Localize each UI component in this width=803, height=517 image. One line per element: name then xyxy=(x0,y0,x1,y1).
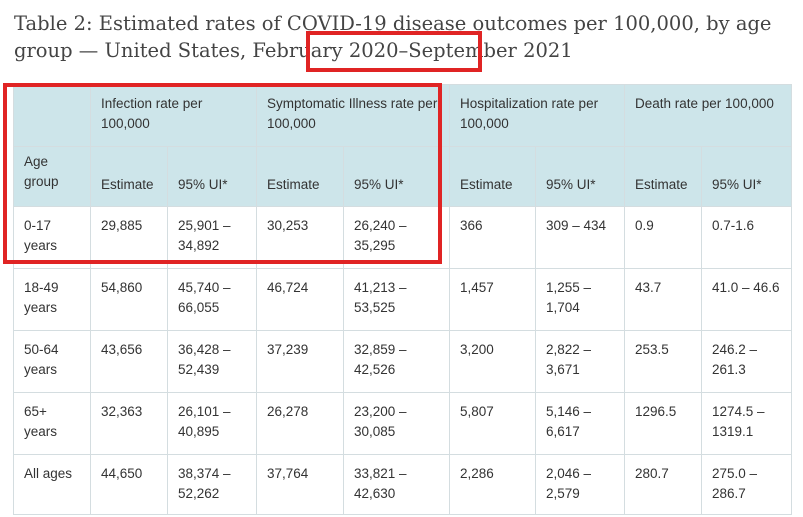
value-cell: 38,374 – 52,262 xyxy=(167,454,257,515)
table-row: 18-49 years 54,860 45,740 – 66,055 46,72… xyxy=(13,268,792,331)
value-cell: 0.7-1.6 xyxy=(701,206,792,269)
value-cell: 1,457 xyxy=(449,268,536,331)
age-cell: 65+ years xyxy=(13,392,91,455)
value-cell: 1296.5 xyxy=(624,392,702,455)
value-cell: 37,239 xyxy=(256,330,344,393)
value-cell: 29,885 xyxy=(90,206,168,269)
value-cell: 33,821 – 42,630 xyxy=(343,454,450,515)
value-cell: 3,200 xyxy=(449,330,536,393)
value-cell: 23,200 – 30,085 xyxy=(343,392,450,455)
value-cell: 32,859 – 42,526 xyxy=(343,330,450,393)
value-cell: 0.9 xyxy=(624,206,702,269)
header-symptomatic-rate: Symptomatic Illness rate per 100,000 xyxy=(256,84,450,147)
value-cell: 5,146 – 6,617 xyxy=(535,392,625,455)
value-cell: 26,278 xyxy=(256,392,344,455)
age-cell: 50-64 years xyxy=(13,330,91,393)
header-ui: 95% UI* xyxy=(535,146,625,207)
value-cell: 45,740 – 66,055 xyxy=(167,268,257,331)
header-row: Infection rate per 100,000 Symptomatic I… xyxy=(13,84,792,147)
header-infection-rate: Infection rate per 100,000 xyxy=(90,84,257,147)
age-cell: 0-17 years xyxy=(13,206,91,269)
header-corner xyxy=(13,84,91,147)
value-cell: 366 xyxy=(449,206,536,269)
table-row: 65+ years 32,363 26,101 – 40,895 26,278 … xyxy=(13,392,792,455)
header-estimate: Estimate xyxy=(449,146,536,207)
value-cell: 1274.5 – 1319.1 xyxy=(701,392,792,455)
value-cell: 37,764 xyxy=(256,454,344,515)
header-ui: 95% UI* xyxy=(167,146,257,207)
value-cell: 253.5 xyxy=(624,330,702,393)
value-cell: 275.0 – 286.7 xyxy=(701,454,792,515)
value-cell: 5,807 xyxy=(449,392,536,455)
value-cell: 26,240 – 35,295 xyxy=(343,206,450,269)
age-cell: 18-49 years xyxy=(13,268,91,331)
value-cell: 1,255 – 1,704 xyxy=(535,268,625,331)
value-cell: 46,724 xyxy=(256,268,344,331)
value-cell: 2,286 xyxy=(449,454,536,515)
age-cell: All ages xyxy=(13,454,91,515)
header-hospitalization-rate: Hospitalization rate per 100,000 xyxy=(449,84,625,147)
value-cell: 43.7 xyxy=(624,268,702,331)
value-cell: 280.7 xyxy=(624,454,702,515)
header-ui: 95% UI* xyxy=(343,146,450,207)
value-cell: 30,253 xyxy=(256,206,344,269)
value-cell: 44,650 xyxy=(90,454,168,515)
value-cell: 41,213 – 53,525 xyxy=(343,268,450,331)
subheader-row: Age group Estimate 95% UI* Estimate 95% … xyxy=(13,146,792,207)
table-row: 0-17 years 29,885 25,901 – 34,892 30,253… xyxy=(13,206,792,269)
value-cell: 36,428 – 52,439 xyxy=(167,330,257,393)
header-death-rate: Death rate per 100,000 xyxy=(624,84,792,147)
header-age-group: Age group xyxy=(13,146,91,207)
value-cell: 32,363 xyxy=(90,392,168,455)
header-estimate: Estimate xyxy=(256,146,344,207)
header-estimate: Estimate xyxy=(90,146,168,207)
table-row: All ages 44,650 38,374 – 52,262 37,764 3… xyxy=(13,454,792,515)
covid-rates-table: Infection rate per 100,000 Symptomatic I… xyxy=(13,84,792,515)
value-cell: 54,860 xyxy=(90,268,168,331)
value-cell: 25,901 – 34,892 xyxy=(167,206,257,269)
value-cell: 309 – 434 xyxy=(535,206,625,269)
value-cell: 43,656 xyxy=(90,330,168,393)
table-title: Table 2: Estimated rates of COVID-19 dis… xyxy=(14,12,772,62)
table-row: 50-64 years 43,656 36,428 – 52,439 37,23… xyxy=(13,330,792,393)
value-cell: 2,822 – 3,671 xyxy=(535,330,625,393)
value-cell: 41.0 – 46.6 xyxy=(701,268,792,331)
header-estimate: Estimate xyxy=(624,146,702,207)
value-cell: 2,046 – 2,579 xyxy=(535,454,625,515)
header-ui: 95% UI* xyxy=(701,146,792,207)
value-cell: 246.2 – 261.3 xyxy=(701,330,792,393)
value-cell: 26,101 – 40,895 xyxy=(167,392,257,455)
